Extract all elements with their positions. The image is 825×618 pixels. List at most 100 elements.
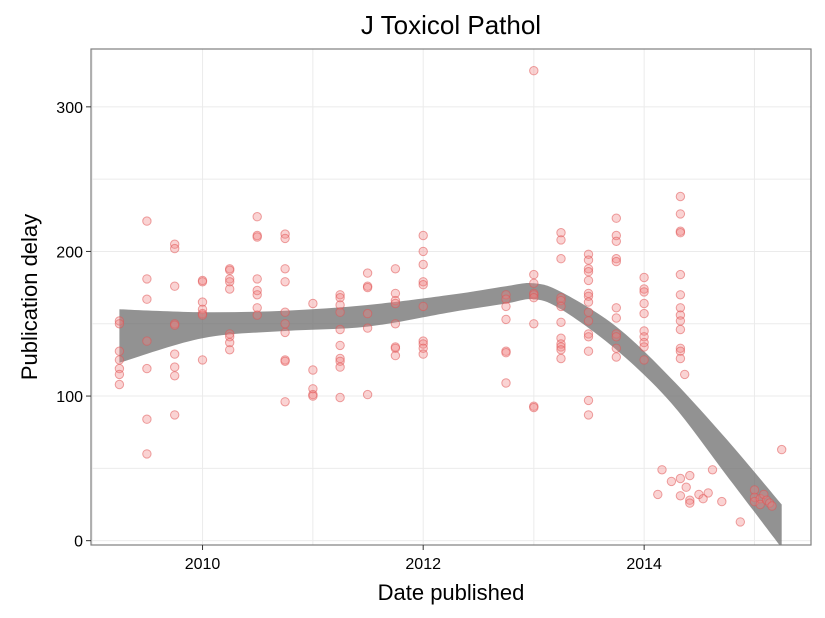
data-point bbox=[501, 294, 511, 304]
data-point bbox=[583, 307, 594, 317]
data-point bbox=[280, 233, 290, 244]
data-point bbox=[675, 303, 686, 313]
data-point bbox=[197, 355, 208, 365]
data-point bbox=[583, 297, 594, 307]
data-point bbox=[114, 346, 125, 356]
data-point bbox=[501, 378, 511, 388]
data-point bbox=[611, 303, 621, 313]
data-point bbox=[675, 353, 686, 364]
data-point bbox=[170, 281, 180, 291]
data-point bbox=[114, 319, 125, 329]
data-point bbox=[142, 336, 152, 346]
data-point bbox=[675, 491, 686, 501]
smooth-band-area bbox=[119, 283, 782, 545]
data-point bbox=[666, 476, 677, 487]
data-point bbox=[529, 402, 539, 413]
data-point bbox=[335, 392, 345, 403]
data-point bbox=[529, 66, 539, 76]
data-point bbox=[583, 255, 594, 265]
data-point bbox=[703, 488, 713, 498]
data-point bbox=[653, 489, 663, 500]
chart-title: J Toxicol Pathol bbox=[361, 10, 541, 40]
data-point bbox=[390, 343, 401, 353]
data-point bbox=[280, 277, 290, 287]
data-point bbox=[529, 290, 539, 300]
data-point bbox=[529, 269, 539, 280]
data-point bbox=[583, 275, 594, 286]
data-point bbox=[335, 290, 345, 300]
data-point bbox=[675, 290, 686, 300]
data-point bbox=[583, 329, 594, 339]
data-point bbox=[142, 363, 152, 374]
x-axis-title: Date published bbox=[378, 580, 525, 605]
data-point bbox=[501, 301, 511, 312]
data-point bbox=[142, 414, 152, 424]
data-point bbox=[170, 320, 180, 330]
data-point bbox=[170, 362, 180, 372]
data-point bbox=[639, 287, 649, 297]
data-point bbox=[280, 356, 290, 366]
data-point bbox=[280, 264, 290, 274]
data-point bbox=[639, 284, 649, 294]
data-point bbox=[639, 308, 649, 319]
data-point bbox=[114, 379, 125, 390]
data-point bbox=[252, 303, 262, 313]
data-point bbox=[252, 290, 262, 300]
data-point bbox=[501, 314, 511, 325]
data-point bbox=[611, 332, 621, 342]
data-point bbox=[418, 246, 428, 257]
data-point bbox=[335, 324, 345, 335]
data-point bbox=[418, 277, 428, 287]
data-point bbox=[556, 254, 566, 264]
data-point bbox=[197, 297, 208, 307]
data-point bbox=[556, 342, 566, 352]
data-point bbox=[583, 410, 594, 420]
data-point bbox=[308, 298, 318, 309]
data-point bbox=[225, 284, 235, 294]
data-point bbox=[252, 212, 262, 222]
data-point bbox=[583, 267, 594, 277]
data-point bbox=[611, 329, 621, 339]
y-tick-label: 300 bbox=[56, 100, 83, 117]
data-point bbox=[197, 310, 208, 320]
data-point bbox=[639, 355, 649, 365]
data-point bbox=[735, 517, 745, 527]
data-point bbox=[418, 336, 428, 346]
data-point bbox=[611, 313, 621, 323]
data-point bbox=[675, 343, 686, 353]
data-point bbox=[777, 444, 787, 455]
data-point bbox=[767, 501, 777, 511]
data-point bbox=[749, 496, 760, 507]
data-point bbox=[225, 277, 235, 287]
data-point bbox=[675, 324, 686, 335]
data-point bbox=[225, 265, 235, 275]
data-point bbox=[225, 274, 235, 284]
data-point bbox=[529, 278, 539, 288]
data-point bbox=[390, 295, 401, 306]
data-point bbox=[685, 498, 695, 508]
data-point bbox=[252, 232, 262, 242]
data-point bbox=[170, 371, 180, 381]
data-point bbox=[142, 216, 152, 226]
data-point bbox=[308, 391, 318, 401]
data-point bbox=[556, 317, 566, 327]
x-tick-label: 2010 bbox=[185, 556, 221, 573]
data-point bbox=[749, 485, 760, 495]
data-point bbox=[698, 494, 708, 504]
data-point bbox=[390, 319, 401, 329]
data-point bbox=[639, 342, 649, 352]
data-point bbox=[308, 365, 318, 375]
data-point bbox=[252, 274, 262, 284]
smooth-confidence-band bbox=[119, 283, 782, 545]
data-point bbox=[556, 353, 566, 364]
data-point bbox=[390, 350, 401, 361]
data-point bbox=[680, 369, 690, 380]
data-point bbox=[280, 397, 290, 407]
data-point bbox=[418, 280, 428, 290]
data-point bbox=[114, 369, 125, 380]
data-point bbox=[114, 316, 125, 326]
data-point bbox=[583, 264, 594, 274]
data-point bbox=[362, 323, 373, 333]
data-point bbox=[252, 310, 262, 320]
data-points bbox=[114, 66, 787, 527]
